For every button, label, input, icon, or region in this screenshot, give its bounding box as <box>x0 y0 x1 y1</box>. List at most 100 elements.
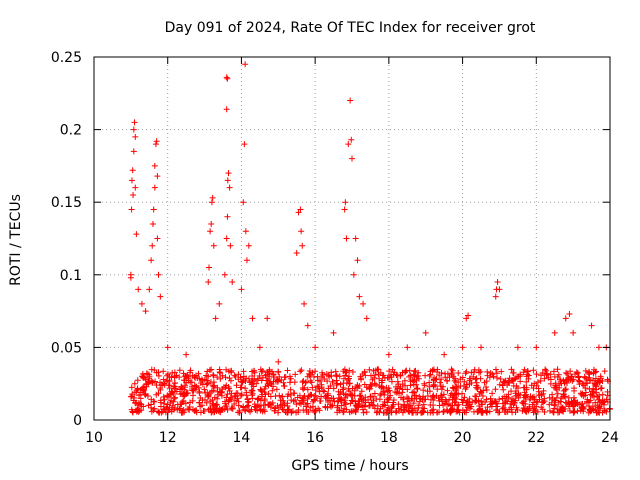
data-point <box>209 194 216 201</box>
data-point <box>225 170 232 177</box>
data-point <box>555 371 562 378</box>
data-point <box>575 373 582 380</box>
data-point <box>574 408 581 415</box>
data-point <box>208 366 215 373</box>
data-point <box>443 377 450 384</box>
data-point <box>492 293 499 300</box>
grid-lines <box>94 57 610 420</box>
data-point <box>212 405 219 412</box>
data-point <box>572 397 579 404</box>
data-point <box>328 373 335 380</box>
data-point <box>132 133 139 140</box>
data-point <box>595 404 602 411</box>
data-point <box>204 380 211 387</box>
data-point <box>395 381 402 388</box>
data-point <box>238 384 245 391</box>
data-point <box>401 406 408 413</box>
data-point <box>420 387 427 394</box>
data-point <box>216 388 223 395</box>
data-point <box>448 371 455 378</box>
data-point <box>473 393 480 400</box>
data-point <box>300 394 307 401</box>
data-point <box>284 367 291 374</box>
data-point <box>128 177 135 184</box>
data-point <box>207 405 214 412</box>
data-point <box>129 391 136 398</box>
data-point <box>580 393 587 400</box>
data-point <box>269 387 276 394</box>
data-point <box>358 376 365 383</box>
data-point <box>501 393 508 400</box>
data-point <box>309 384 316 391</box>
data-point <box>277 397 284 404</box>
data-point <box>367 372 374 379</box>
data-point <box>345 141 352 148</box>
data-point <box>478 401 485 408</box>
data-point <box>408 395 415 402</box>
data-point <box>444 370 451 377</box>
data-point <box>330 385 337 392</box>
data-point <box>454 408 461 415</box>
y-tick-label: 0.15 <box>51 195 82 211</box>
data-point <box>243 389 250 396</box>
data-point <box>155 271 162 278</box>
data-point <box>366 366 373 373</box>
data-point <box>288 397 295 404</box>
data-point <box>330 395 337 402</box>
data-point <box>187 399 194 406</box>
data-point <box>298 228 305 235</box>
data-point <box>214 395 221 402</box>
data-point <box>348 136 355 143</box>
data-point <box>214 374 221 381</box>
data-point <box>271 407 278 414</box>
data-point <box>530 367 537 374</box>
data-point <box>341 405 348 412</box>
data-point <box>169 389 176 396</box>
data-point <box>262 402 269 409</box>
data-point <box>541 375 548 382</box>
data-point <box>554 390 561 397</box>
data-point <box>151 184 158 191</box>
data-point <box>142 391 149 398</box>
data-point <box>177 401 184 408</box>
data-point <box>388 409 395 416</box>
data-point <box>430 377 437 384</box>
data-point <box>134 377 141 384</box>
data-point <box>363 409 370 416</box>
data-point <box>199 397 206 404</box>
axis-ticks <box>93 56 611 421</box>
data-point <box>590 366 597 373</box>
data-point <box>599 391 606 398</box>
data-point <box>386 368 393 375</box>
data-point <box>297 368 304 375</box>
data-point <box>565 403 572 410</box>
data-point <box>194 375 201 382</box>
data-point <box>245 375 252 382</box>
data-point <box>457 376 464 383</box>
data-point <box>178 383 185 390</box>
data-point <box>378 379 385 386</box>
data-point <box>346 388 353 395</box>
data-point <box>281 382 288 389</box>
data-point <box>473 382 480 389</box>
data-point <box>452 379 459 386</box>
data-point <box>453 396 460 403</box>
data-point <box>450 392 457 399</box>
data-point <box>189 372 196 379</box>
data-point <box>242 377 249 384</box>
data-point <box>223 403 230 410</box>
data-point <box>219 372 226 379</box>
data-point <box>581 374 588 381</box>
data-point <box>555 399 562 406</box>
data-point <box>384 406 391 413</box>
data-point <box>508 388 515 395</box>
data-point <box>484 409 491 416</box>
data-point <box>452 398 459 405</box>
data-point <box>466 377 473 384</box>
data-point <box>225 397 232 404</box>
data-point <box>226 184 233 191</box>
data-point <box>304 386 311 393</box>
data-point <box>487 395 494 402</box>
data-point <box>410 381 417 388</box>
data-point <box>519 399 526 406</box>
